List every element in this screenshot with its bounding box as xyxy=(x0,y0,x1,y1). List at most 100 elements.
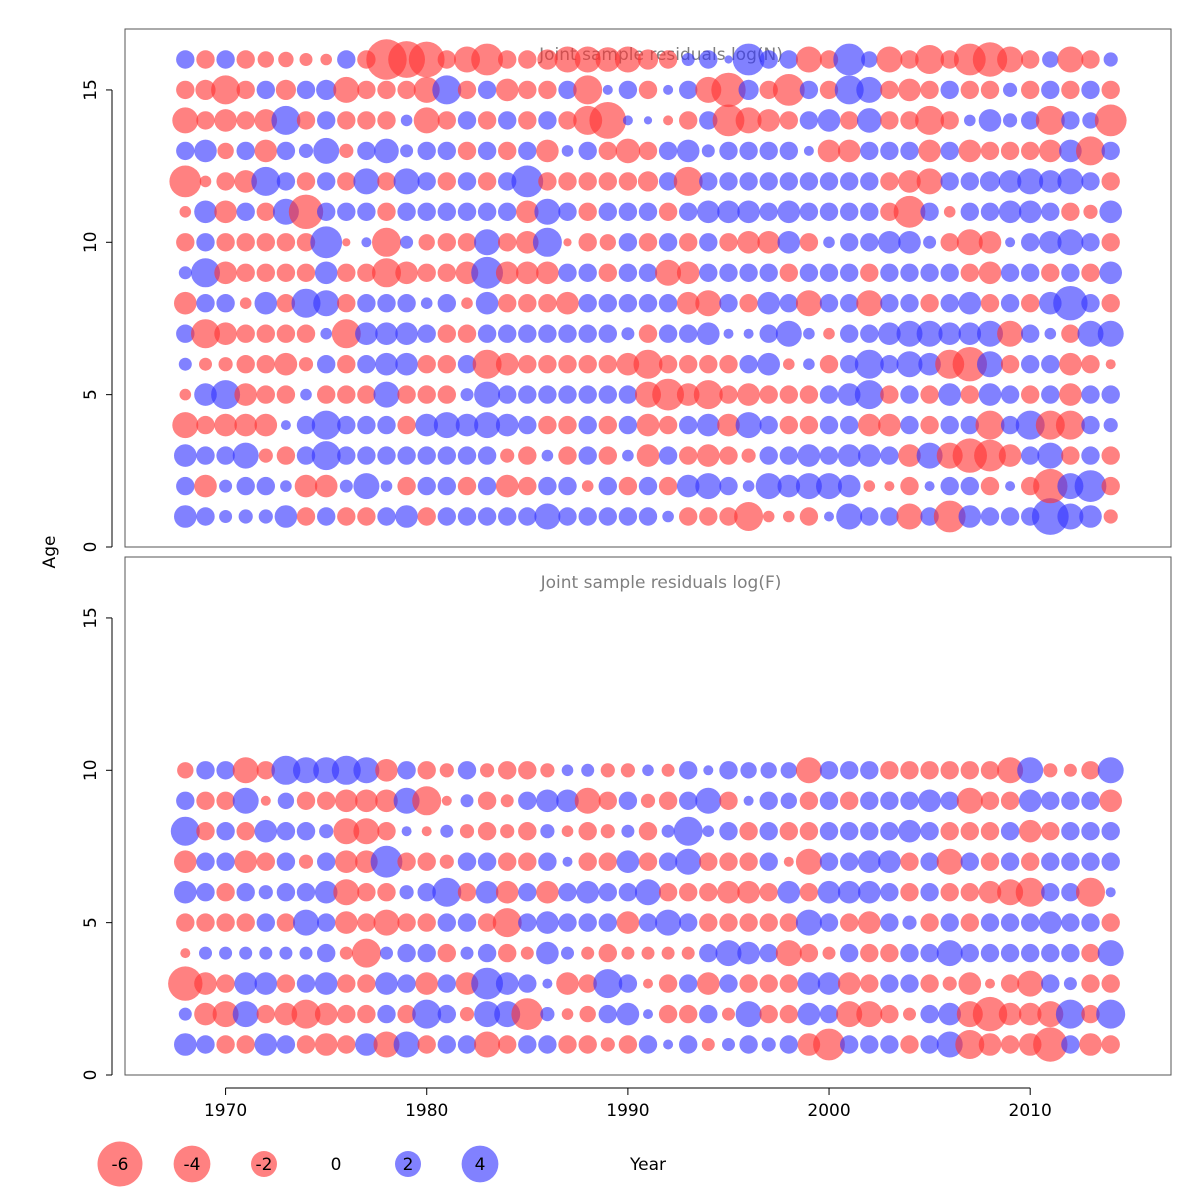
residual-bubble xyxy=(938,322,961,346)
residual-bubble xyxy=(960,852,979,871)
residual-bubble xyxy=(900,1035,919,1054)
residual-bubble xyxy=(772,74,805,106)
residual-bubble xyxy=(915,45,945,74)
residual-bubble xyxy=(598,943,617,963)
residual-bubble xyxy=(840,355,859,374)
residual-bubble xyxy=(214,109,237,132)
residual-bubble xyxy=(658,172,678,191)
residual-bubble xyxy=(858,444,881,467)
residual-bubble xyxy=(1041,974,1060,993)
x-tick-label: 1970 xyxy=(204,1101,247,1121)
residual-bubble xyxy=(1097,940,1124,967)
residual-bubble xyxy=(495,880,519,904)
residual-bubble xyxy=(819,172,839,191)
residual-bubble xyxy=(415,972,439,995)
residual-bubble xyxy=(693,380,723,410)
residual-bubble xyxy=(274,352,298,376)
residual-bubble xyxy=(757,231,780,254)
residual-bubble xyxy=(395,322,418,346)
residual-bubble xyxy=(779,141,798,161)
residual-bubble xyxy=(538,415,557,435)
residual-bubble xyxy=(313,290,340,317)
residual-bubble xyxy=(719,761,738,780)
residual-bubble xyxy=(538,385,557,404)
residual-bubble xyxy=(719,172,738,191)
residual-bubble xyxy=(979,171,1001,192)
residual-bubble xyxy=(658,355,678,374)
residual-bubble xyxy=(900,415,919,435)
residual-bubble xyxy=(837,444,861,467)
residual-bubble xyxy=(578,355,597,374)
residual-bubble xyxy=(579,1005,596,1023)
residual-bubble xyxy=(737,231,760,254)
residual-bubble xyxy=(1059,352,1082,376)
residual-bubble xyxy=(819,80,839,100)
residual-bubble xyxy=(1081,263,1100,282)
residual-bubble xyxy=(980,476,1000,496)
residual-bubble xyxy=(985,978,995,989)
residual-bubble xyxy=(916,320,943,347)
residual-bubble xyxy=(697,972,720,995)
residual-bubble xyxy=(1000,822,1020,841)
residual-bubble xyxy=(518,476,537,496)
residual-bubble xyxy=(638,294,658,313)
residual-bubble xyxy=(980,761,1000,780)
residual-bubble xyxy=(598,202,617,221)
residual-bubble xyxy=(239,297,252,310)
residual-bubble xyxy=(578,974,597,993)
residual-bubble xyxy=(461,297,473,310)
residual-bubble xyxy=(1055,410,1085,440)
residual-bubble xyxy=(920,80,939,100)
residual-bubble xyxy=(578,446,597,465)
residual-bubble xyxy=(495,474,519,498)
residual-bubble xyxy=(216,233,235,252)
residual-bubble xyxy=(234,972,257,995)
residual-bubble xyxy=(339,946,353,960)
residual-bubble xyxy=(824,511,834,522)
residual-bubble xyxy=(1081,913,1100,932)
residual-bubble xyxy=(578,852,597,871)
residual-bubble xyxy=(498,233,517,252)
residual-bubble xyxy=(898,819,921,843)
residual-bubble xyxy=(840,172,859,191)
residual-bubble xyxy=(1061,80,1080,100)
residual-bubble xyxy=(196,111,215,130)
residual-bubble xyxy=(795,473,822,500)
residual-bubble xyxy=(900,294,919,313)
residual-bubble xyxy=(377,202,396,221)
residual-bubble xyxy=(900,50,919,69)
residual-bubble xyxy=(1000,263,1020,282)
residual-bubble xyxy=(918,789,941,813)
residual-bubble xyxy=(920,913,939,932)
x-axis-title: Year xyxy=(629,1155,666,1175)
residual-bubble xyxy=(1061,852,1080,871)
residual-bubble xyxy=(880,111,899,130)
residual-bubble xyxy=(960,883,979,902)
residual-bubble xyxy=(353,757,380,784)
residual-bubble xyxy=(858,880,881,904)
residual-bubble xyxy=(380,480,393,492)
residual-bubble xyxy=(236,355,255,374)
residual-bubble xyxy=(676,383,700,406)
residual-bubble xyxy=(719,233,738,252)
residual-bubble xyxy=(980,943,1000,963)
residual-bubble xyxy=(296,415,316,435)
residual-bubble xyxy=(1101,172,1120,191)
residual-bubble xyxy=(397,852,416,871)
residual-bubble xyxy=(724,55,733,64)
residual-bubble xyxy=(477,913,497,932)
residual-bubble xyxy=(191,258,220,288)
residual-bubble xyxy=(1061,913,1080,932)
residual-bubble xyxy=(880,1004,899,1024)
residual-bubble xyxy=(558,446,577,465)
residual-bubble xyxy=(719,446,738,465)
residual-bubble xyxy=(196,415,215,435)
residual-bubble xyxy=(658,974,678,993)
residual-bubble xyxy=(236,141,255,161)
residual-bubble xyxy=(536,941,559,965)
residual-bubble xyxy=(1020,294,1040,313)
residual-bubble xyxy=(695,787,722,814)
residual-bubble xyxy=(699,883,718,902)
residual-bubble xyxy=(799,80,819,100)
y-tick-label: 5 xyxy=(81,389,101,400)
